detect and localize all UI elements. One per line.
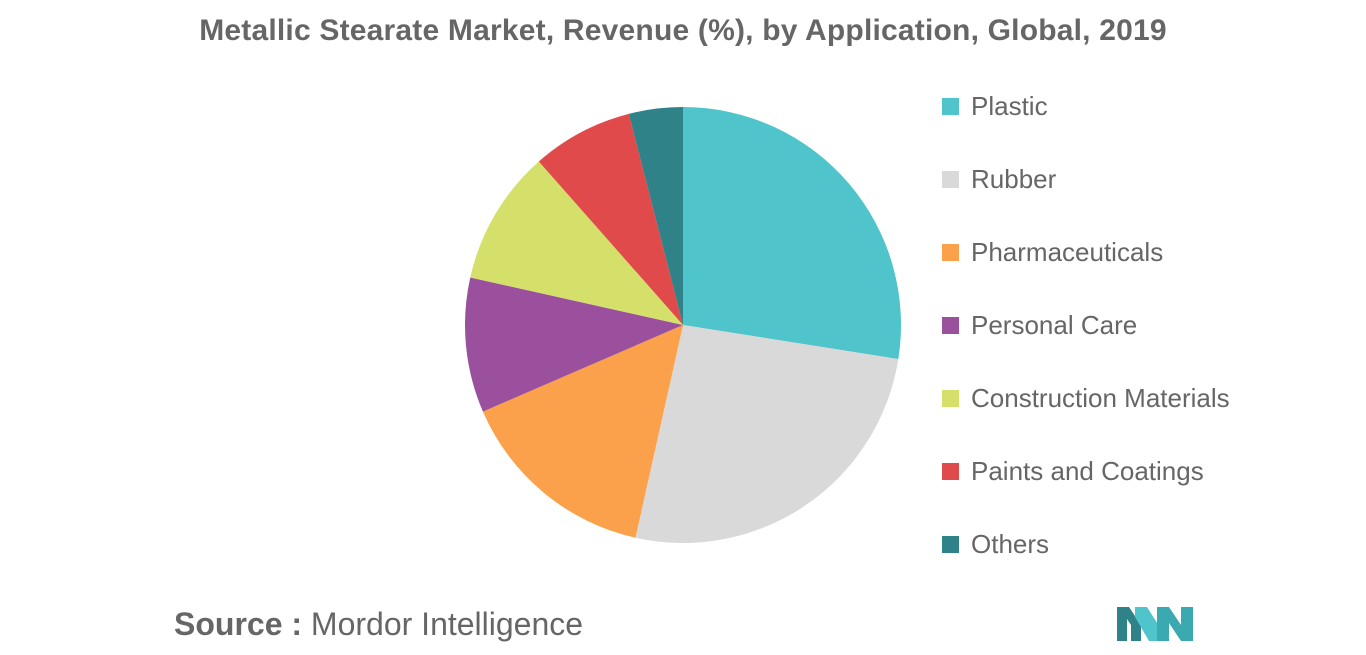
legend-swatch bbox=[942, 316, 959, 334]
pie-slice-personal-care bbox=[464, 277, 683, 412]
legend-item: Rubber bbox=[942, 159, 1056, 199]
legend-swatch bbox=[942, 535, 959, 553]
pie-slice-pharmaceuticals bbox=[482, 325, 683, 538]
pie-slices bbox=[464, 107, 902, 544]
pie-slice-others bbox=[628, 107, 683, 325]
source-prefix: Source : bbox=[174, 606, 303, 642]
pie-slice-rubber bbox=[635, 325, 899, 544]
logo-right-peak bbox=[1157, 607, 1193, 641]
source-text: Mordor Intelligence bbox=[310, 606, 584, 642]
legend-item: Others bbox=[942, 524, 1049, 564]
legend-label: Personal Care bbox=[971, 309, 1138, 340]
legend-item: Pharmaceuticals bbox=[942, 232, 1163, 272]
legend-label: Paints and Coatings bbox=[971, 455, 1204, 486]
legend-label: Rubber bbox=[971, 163, 1057, 194]
pie-slice-paints-and-coatings bbox=[538, 113, 683, 325]
legend-item: Plastic bbox=[942, 86, 1048, 126]
logo-left-peak bbox=[1117, 607, 1141, 641]
logo-middle-peak bbox=[1135, 607, 1161, 641]
legend-swatch bbox=[942, 170, 959, 188]
pie-slice-construction-materials bbox=[470, 161, 683, 325]
legend-label: Pharmaceuticals bbox=[971, 236, 1164, 267]
pie-slice-plastic bbox=[683, 107, 902, 360]
legend-item: Paints and Coatings bbox=[942, 451, 1204, 491]
legend-item: Construction Materials bbox=[942, 378, 1230, 418]
legend-swatch bbox=[942, 243, 959, 261]
legend-swatch bbox=[942, 97, 959, 115]
legend-label: Construction Materials bbox=[971, 382, 1230, 413]
legend-swatch bbox=[942, 389, 959, 407]
chart-title: Metallic Stearate Market, Revenue (%), b… bbox=[199, 14, 1167, 47]
legend-label: Others bbox=[971, 528, 1050, 559]
legend-swatch bbox=[942, 462, 959, 480]
source-note: Source : Mordor Intelligence bbox=[174, 606, 583, 643]
legend-label: Plastic bbox=[971, 90, 1048, 121]
legend-item: Personal Care bbox=[942, 305, 1137, 345]
mordor-intelligence-logo-icon bbox=[1117, 607, 1193, 641]
